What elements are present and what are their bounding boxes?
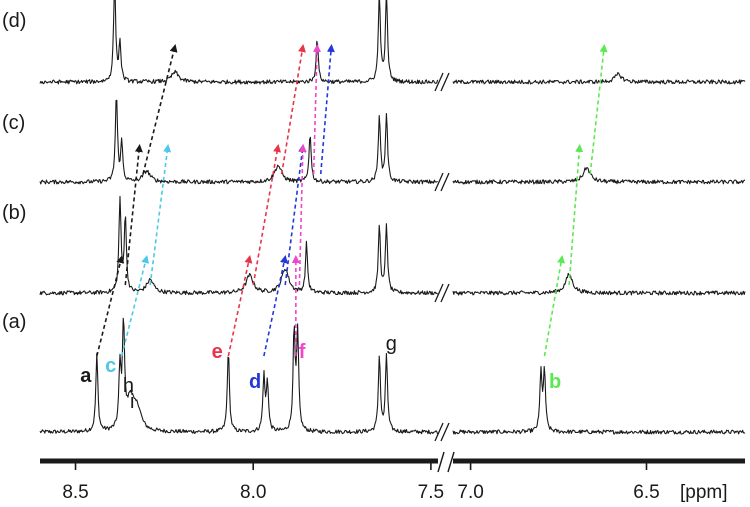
spectrum-trace-a-seg1: [39, 317, 439, 435]
peak-label-h: h: [123, 375, 134, 397]
shift-arrow-4: [120, 255, 150, 357]
peak-label-g: g: [386, 333, 397, 355]
x-tick-label-8.0: 8.0: [240, 482, 266, 503]
shift-arrow-3: [142, 44, 178, 175]
shift-arrow-7: [252, 144, 281, 286]
break-mark-a-2: [440, 422, 450, 442]
shift-arrow-1: [96, 255, 125, 357]
spectrum-trace-b-seg2: [452, 272, 746, 296]
peak-label-f: f: [299, 341, 306, 363]
peak-label-i: i: [130, 391, 134, 413]
break-mark-a-1: [434, 422, 444, 442]
peak-label-b: b: [549, 371, 561, 393]
axis-break-marks: [434, 72, 450, 442]
break-mark-c-2: [440, 172, 450, 192]
shift-arrow-5: [149, 144, 172, 286]
panel-label-b: (b): [2, 202, 26, 224]
x-tick-label-8.5: 8.5: [62, 482, 88, 503]
x-axis-break-2: [447, 451, 455, 473]
x-axis-label: [ppm]: [680, 482, 728, 503]
x-tick-label-7.0: 7.0: [457, 482, 483, 503]
panel-label-a: (a): [2, 311, 26, 333]
spectrum-trace-d-seg1: [39, 0, 439, 85]
break-mark-d-1: [434, 72, 444, 92]
shift-arrow-13: [298, 144, 307, 286]
break-mark-d-2: [440, 72, 450, 92]
shift-arrow-11: [319, 44, 335, 175]
peak-label-d: d: [249, 371, 261, 393]
peak-annotations: a chi e d f g b: [80, 333, 561, 413]
spectrum-trace-d-seg2: [452, 72, 746, 85]
shift-arrow-14: [312, 44, 322, 175]
peak-label-a: a: [80, 365, 92, 387]
shift-arrow-17: [589, 44, 608, 175]
break-mark-c-1: [434, 172, 444, 192]
shift-arrow-10: [284, 144, 307, 286]
panel-labels: (a) (b) (c) (d): [2, 10, 26, 333]
shift-arrow-16: [568, 144, 584, 286]
peak-label-c: c: [105, 355, 116, 377]
break-mark-b-2: [440, 283, 450, 303]
shift-arrow-2: [124, 144, 143, 286]
peak-label-e: e: [212, 341, 223, 363]
shift-arrow-8: [280, 44, 306, 175]
panel-label-d: (d): [2, 10, 26, 32]
x-axis-break-1: [437, 451, 445, 473]
spectrum-trace-c-seg1: [39, 99, 438, 185]
spectrum-trace-a-seg2: [452, 365, 746, 435]
shift-arrow-15: [543, 255, 565, 357]
break-mark-b-1: [434, 283, 444, 303]
x-tick-label-6.5: 6.5: [633, 482, 659, 503]
shift-arrows: [96, 44, 608, 357]
spectrum-trace-b-seg1: [39, 195, 439, 296]
x-axis: 8.5 8.0 7.5 7.0 6.5 [ppm]: [40, 451, 745, 503]
shift-arrow-6: [227, 255, 253, 357]
panel-label-c: (c): [2, 112, 25, 134]
shift-arrow-9: [263, 255, 288, 357]
spectrum-traces: [39, 0, 746, 435]
x-tick-label-7.5: 7.5: [418, 482, 444, 503]
spectrum-trace-c-seg2: [452, 167, 746, 185]
